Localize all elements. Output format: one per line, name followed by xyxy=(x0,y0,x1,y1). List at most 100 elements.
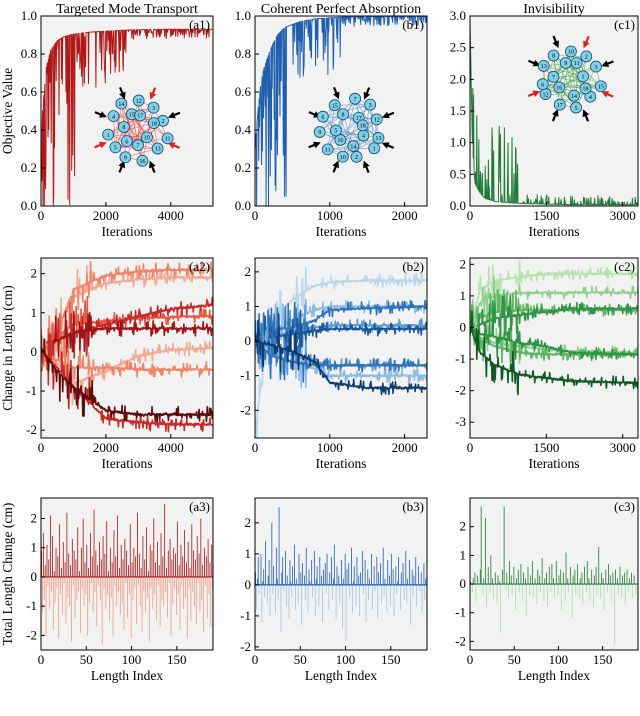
network-node xyxy=(570,57,583,69)
x-axis-label: Iterations xyxy=(316,224,367,239)
bar xyxy=(351,547,352,585)
bar xyxy=(70,565,71,577)
bar xyxy=(152,576,154,610)
bar xyxy=(383,584,385,598)
port-arrowhead xyxy=(98,141,107,149)
bar xyxy=(342,578,344,585)
y-tick-label: 0.6 xyxy=(235,84,252,99)
bar xyxy=(209,562,211,577)
bar xyxy=(588,578,590,585)
bar xyxy=(497,575,499,585)
network-node-label: 2 xyxy=(355,155,358,161)
bar xyxy=(66,512,68,577)
bar xyxy=(208,576,210,595)
y-axis-label: Total Length Change (cm) xyxy=(0,503,15,646)
bar xyxy=(73,550,75,577)
bar xyxy=(548,566,550,585)
x-tick-label: 150 xyxy=(167,652,187,667)
bar xyxy=(305,547,307,585)
bar xyxy=(52,576,54,630)
bar xyxy=(100,559,102,577)
bar xyxy=(78,576,80,592)
bar xyxy=(418,566,419,585)
bar xyxy=(195,576,197,624)
network-node xyxy=(336,150,349,163)
y-tick-label: 1 xyxy=(460,288,467,303)
network-node xyxy=(132,139,144,152)
bar xyxy=(398,556,399,585)
bar xyxy=(84,562,86,577)
bar xyxy=(570,566,571,585)
bar xyxy=(255,572,256,585)
bar xyxy=(479,569,481,585)
bar xyxy=(359,584,361,616)
bar xyxy=(104,553,106,577)
bar xyxy=(475,584,477,602)
bar xyxy=(286,575,288,585)
bar xyxy=(99,576,101,601)
network-edge xyxy=(553,55,586,89)
bar xyxy=(478,584,479,587)
ticks: 0 50 100 150 -2 -1 0 1 2 xyxy=(455,519,612,667)
bar xyxy=(423,563,425,585)
bar xyxy=(471,584,473,593)
x-tick-label: 150 xyxy=(593,652,613,667)
bar xyxy=(509,561,510,585)
y-tick-label: 0.4 xyxy=(235,122,252,137)
bar xyxy=(574,569,576,585)
network-ports xyxy=(527,35,614,122)
network-node xyxy=(120,135,133,148)
x-tick-label: 0 xyxy=(252,440,259,455)
port-arrowhead xyxy=(333,91,340,100)
network-node-label: 13 xyxy=(155,147,161,153)
bar xyxy=(297,584,299,604)
panel-a1: 0 2000 4000 0.0 0.2 0.4 0.6 0.8 1.0 Iterations Obj… xyxy=(0,2,214,239)
panel-label: (b2) xyxy=(402,259,424,274)
bar xyxy=(304,584,306,601)
bar xyxy=(477,575,479,585)
bar xyxy=(358,575,360,585)
bar xyxy=(278,507,280,585)
bar xyxy=(346,569,348,585)
network-node xyxy=(565,45,577,58)
bar xyxy=(407,578,409,585)
bar xyxy=(110,576,112,598)
network-node xyxy=(356,119,369,132)
bar xyxy=(101,576,103,645)
bar xyxy=(345,584,347,641)
bar xyxy=(86,544,88,577)
x-tick-label: 2000 xyxy=(392,208,418,223)
bar xyxy=(610,584,612,602)
bar xyxy=(171,559,173,577)
bar xyxy=(530,575,532,585)
bar xyxy=(106,521,108,577)
column-title: Invisibility xyxy=(523,2,584,17)
bar xyxy=(92,576,94,613)
y-tick-label: -1 xyxy=(240,608,251,623)
bar xyxy=(289,560,291,585)
bar xyxy=(174,576,176,589)
y-axis-label: Objective Value xyxy=(0,68,15,154)
network-edge xyxy=(542,83,577,108)
bar xyxy=(472,578,474,585)
x-tick-label: 50 xyxy=(294,652,307,667)
network-node xyxy=(364,98,377,111)
bar xyxy=(126,550,128,577)
bar xyxy=(262,581,264,585)
bar xyxy=(151,550,153,577)
bar xyxy=(609,575,611,585)
y-tick-label: 0.0 xyxy=(235,198,251,213)
network-node-label: 15 xyxy=(332,103,338,109)
bar xyxy=(113,530,115,577)
bar xyxy=(144,559,146,577)
bar xyxy=(181,576,183,586)
bar xyxy=(323,569,324,585)
bar xyxy=(51,536,53,577)
panel-a3: 0 50 100 150 -2 -1 0 1 2 Length Index Total Length… xyxy=(0,497,214,683)
network-node-label: 16 xyxy=(556,86,562,92)
network-node-label: 4 xyxy=(589,95,592,101)
network-edge xyxy=(319,131,364,136)
